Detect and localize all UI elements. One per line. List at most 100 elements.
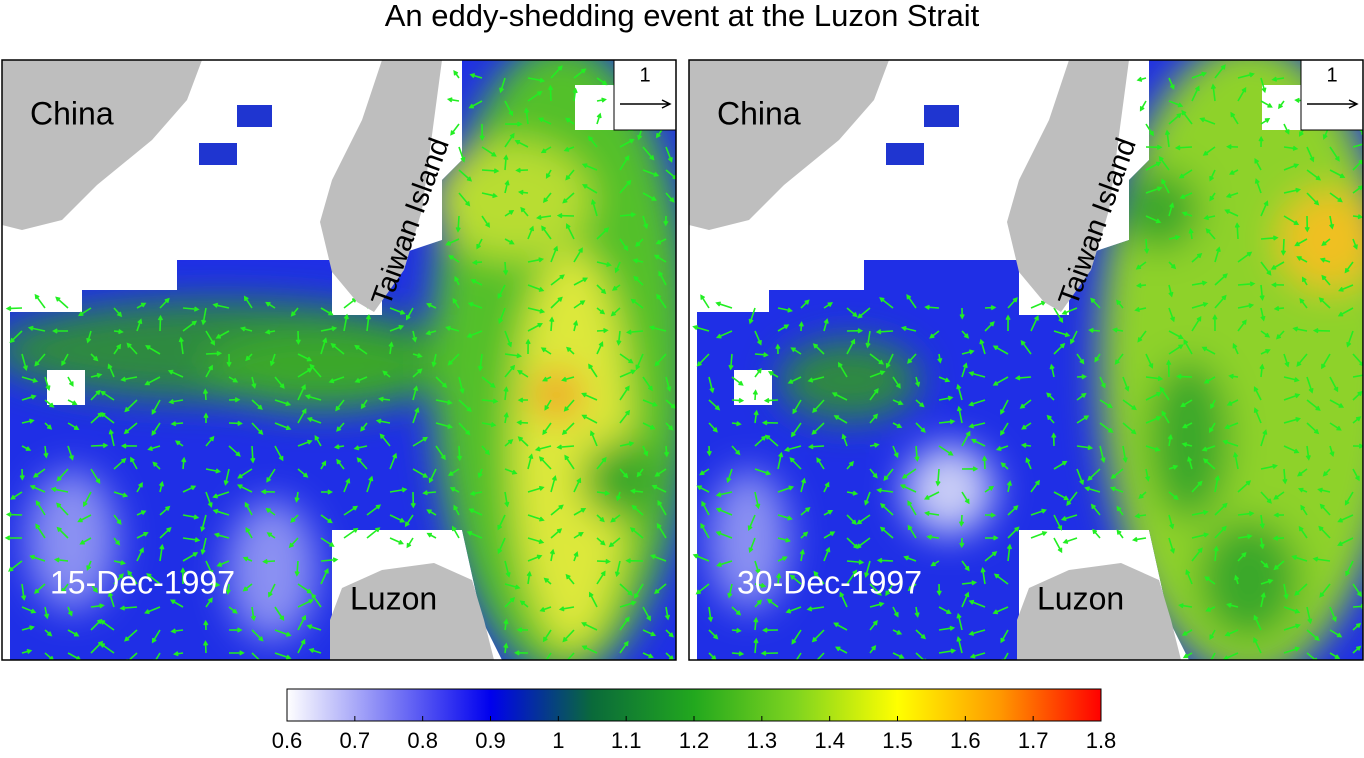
current-vector (262, 558, 276, 565)
current-vector (1049, 363, 1055, 378)
current-vector (1306, 399, 1321, 411)
current-vector (1007, 526, 1020, 539)
current-vector (573, 277, 589, 286)
current-vector (1076, 392, 1087, 401)
current-vector (504, 468, 518, 475)
current-vector (566, 652, 575, 660)
current-vector (335, 399, 345, 412)
current-vector (343, 477, 351, 493)
current-vector (320, 326, 338, 332)
current-vector (266, 532, 276, 539)
current-vector (1234, 574, 1240, 585)
current-vector (970, 438, 986, 447)
current-vector (760, 650, 779, 656)
current-vector (406, 537, 414, 549)
current-vector (1110, 486, 1124, 493)
current-vector (9, 330, 23, 344)
current-vector (539, 606, 552, 612)
current-vector (250, 606, 257, 622)
current-vector (900, 325, 917, 332)
land-china (689, 60, 889, 230)
current-vector (700, 294, 710, 309)
colorbar-tick-label: 1.4 (814, 728, 845, 753)
current-vector (875, 329, 894, 335)
current-vector (1210, 83, 1217, 102)
current-vector (504, 121, 523, 127)
current-vector (145, 345, 161, 355)
current-vector (869, 442, 880, 448)
current-vector (565, 169, 575, 181)
current-vector (979, 338, 986, 355)
current-vector (1168, 307, 1176, 323)
current-vector (527, 257, 545, 263)
current-vector (956, 636, 963, 654)
current-vector (159, 527, 172, 539)
current-vector (32, 468, 46, 478)
current-vector (435, 399, 453, 405)
current-vector (869, 645, 877, 654)
current-vector (126, 652, 138, 660)
current-vector (497, 514, 506, 531)
current-vector (435, 422, 454, 429)
current-vector (915, 422, 926, 433)
current-vector (378, 396, 391, 402)
current-vector (1329, 192, 1343, 203)
current-vector (1178, 169, 1193, 179)
current-vector (634, 583, 644, 599)
current-vector (250, 445, 256, 464)
current-vector (1005, 314, 1011, 332)
current-vector (158, 480, 165, 493)
current-vector (389, 537, 404, 545)
current-vector (251, 629, 264, 642)
current-vector (619, 179, 632, 194)
current-vector (21, 583, 27, 601)
current-vector (251, 399, 263, 410)
current-vector (389, 324, 405, 332)
current-vector (731, 421, 742, 427)
current-vector (29, 484, 46, 493)
current-vector (754, 435, 767, 447)
current-vector (290, 307, 299, 317)
current-vector (1260, 491, 1272, 504)
current-vector (608, 537, 621, 548)
current-vector (1201, 346, 1216, 355)
current-vector (366, 475, 374, 493)
current-vector (1329, 606, 1337, 623)
current-vector (731, 397, 745, 404)
current-vector (454, 275, 460, 286)
current-vector (1352, 143, 1363, 148)
current-vector (1205, 228, 1216, 240)
current-vector (468, 100, 483, 109)
current-vector (1025, 457, 1032, 470)
current-vector (701, 500, 710, 516)
current-vector (1224, 629, 1239, 637)
current-vector (527, 514, 545, 522)
current-vector (837, 361, 848, 378)
reference-box (613, 60, 676, 131)
current-vector (1237, 251, 1253, 263)
current-vector (764, 434, 779, 447)
current-vector (1258, 135, 1264, 148)
current-vector (83, 491, 92, 508)
current-vector (167, 369, 184, 378)
current-vector (1094, 353, 1101, 363)
current-vector (99, 619, 115, 631)
current-vector (1260, 429, 1268, 447)
current-vector (938, 376, 951, 383)
current-vector (1053, 307, 1064, 324)
current-vector (328, 376, 345, 384)
current-vector (879, 526, 894, 539)
current-vector (450, 123, 460, 136)
current-vector (937, 353, 943, 364)
current-vector (1046, 392, 1055, 401)
current-vector (1305, 445, 1311, 461)
current-vector (479, 123, 485, 141)
current-vector (938, 606, 952, 614)
current-vector (200, 514, 207, 533)
current-vector (435, 376, 448, 389)
current-vector (1099, 445, 1106, 464)
current-vector (182, 537, 201, 543)
current-vector (90, 372, 103, 378)
